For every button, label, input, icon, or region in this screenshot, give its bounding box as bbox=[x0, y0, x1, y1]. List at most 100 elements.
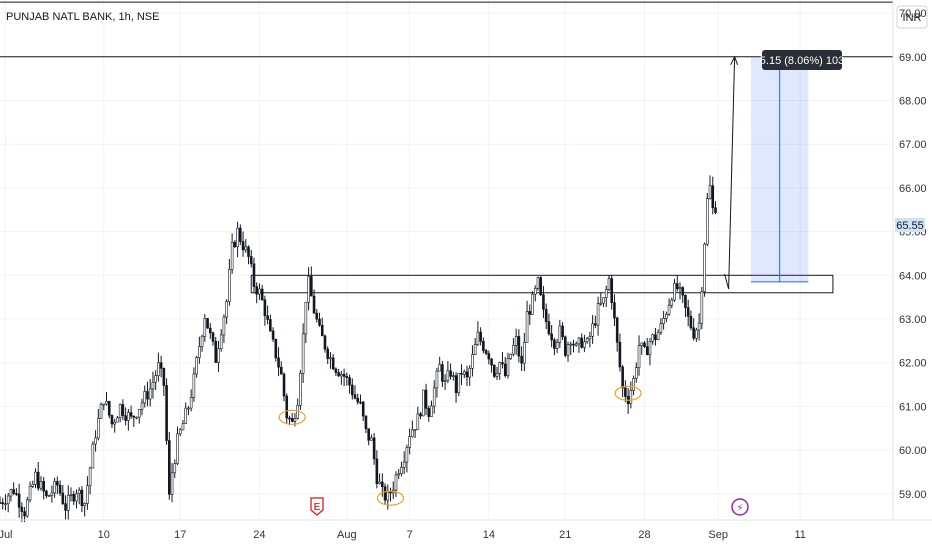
candle-body bbox=[107, 401, 111, 416]
candle-body bbox=[304, 301, 308, 335]
candle-body bbox=[550, 333, 553, 341]
candle-body bbox=[228, 269, 231, 302]
candle-body bbox=[239, 227, 242, 242]
candle-body bbox=[293, 418, 297, 422]
candle-body bbox=[506, 358, 510, 377]
candle-body bbox=[402, 461, 406, 468]
candle-body bbox=[509, 353, 512, 359]
candle-body bbox=[637, 345, 641, 369]
candle-body bbox=[596, 303, 600, 326]
candle-body bbox=[225, 301, 228, 318]
price-tick-label: 66.00 bbox=[899, 183, 927, 195]
candle-body bbox=[569, 343, 573, 346]
time-tick-label: Aug bbox=[337, 529, 357, 541]
candle-body bbox=[675, 283, 679, 290]
candle-body bbox=[28, 486, 32, 501]
candle-body bbox=[542, 294, 545, 310]
candle-body bbox=[438, 364, 441, 372]
earnings-icon[interactable]: E bbox=[310, 497, 324, 516]
candle-body bbox=[561, 325, 564, 338]
candle-body bbox=[269, 319, 272, 332]
candle-body bbox=[198, 346, 201, 358]
last-price-badge bbox=[895, 218, 925, 232]
candle-body bbox=[121, 404, 125, 416]
candle-body bbox=[214, 340, 218, 363]
dividend-icon[interactable]: ⚡ bbox=[731, 498, 749, 516]
candle-body bbox=[553, 339, 556, 349]
candle-body bbox=[170, 472, 174, 495]
candle-body bbox=[116, 417, 119, 423]
candle-body bbox=[9, 489, 13, 497]
time-tick-label: 11 bbox=[794, 529, 805, 541]
chart-title: PUNJAB NATL BANK, 1h, NSE bbox=[6, 11, 159, 23]
currency-button[interactable]: INR bbox=[903, 12, 922, 24]
candle-body bbox=[23, 511, 26, 517]
last-price-value: 65.55 bbox=[896, 220, 924, 232]
currency-button-frame[interactable] bbox=[896, 5, 928, 29]
candle-body bbox=[6, 495, 10, 505]
candle-body bbox=[66, 495, 70, 511]
candle-body bbox=[591, 323, 594, 337]
candle-body bbox=[0, 502, 2, 504]
candle-body bbox=[430, 405, 433, 417]
candle-body bbox=[468, 368, 472, 378]
candle-body bbox=[457, 372, 461, 394]
candle-body bbox=[708, 185, 712, 199]
candle-body bbox=[127, 412, 130, 421]
candle-body bbox=[531, 293, 534, 315]
candle-body bbox=[56, 481, 59, 486]
candle-body bbox=[705, 198, 709, 245]
candle-body bbox=[45, 490, 48, 497]
candle-body bbox=[86, 485, 89, 504]
candle-body bbox=[501, 362, 504, 365]
candle-body bbox=[331, 357, 335, 370]
candle-body bbox=[566, 344, 570, 356]
candle-body bbox=[512, 345, 515, 355]
candle-body bbox=[102, 403, 106, 406]
candle-body bbox=[192, 373, 196, 398]
candle-body bbox=[211, 332, 215, 342]
candle-body bbox=[583, 341, 586, 348]
candle-body bbox=[577, 337, 581, 345]
candle-body bbox=[397, 473, 401, 476]
candle-body bbox=[301, 333, 305, 374]
time-tick-label: 28 bbox=[638, 529, 650, 541]
candle-body bbox=[348, 377, 351, 386]
candle-body bbox=[307, 276, 310, 303]
candle-body bbox=[350, 384, 354, 396]
candle-body bbox=[651, 334, 654, 342]
candle-body bbox=[634, 367, 638, 379]
swing-low-marker bbox=[278, 409, 306, 425]
candle-body bbox=[64, 503, 67, 511]
candle-body bbox=[94, 437, 97, 445]
price-tick-label: 59.00 bbox=[899, 489, 927, 501]
candle-body bbox=[173, 463, 177, 474]
candle-body bbox=[520, 355, 523, 364]
price-axis[interactable]: 70.0069.0068.0067.0066.0065.0064.0063.00… bbox=[899, 8, 927, 501]
measure-label-box bbox=[762, 50, 842, 70]
candle-body bbox=[372, 437, 376, 460]
candle-body bbox=[80, 489, 84, 506]
candle-body bbox=[441, 364, 444, 382]
candle-body bbox=[299, 373, 302, 406]
candle-body bbox=[563, 336, 567, 356]
candle-body bbox=[274, 338, 278, 359]
time-axis[interactable]: Jul 10 17 24 Aug 7 14 21 28 Sep 11 bbox=[0, 529, 806, 541]
candle-body bbox=[1, 502, 5, 505]
price-tick-label: 70.00 bbox=[899, 8, 927, 20]
candle-body bbox=[654, 334, 657, 340]
candle-body bbox=[498, 362, 502, 374]
candle-body bbox=[61, 492, 65, 504]
candle-body bbox=[26, 499, 29, 517]
candle-body bbox=[39, 481, 43, 489]
dividend-icon-glyph: ⚡ bbox=[736, 503, 743, 514]
candle-body bbox=[665, 314, 668, 319]
candle-body bbox=[640, 342, 644, 346]
candle-body bbox=[375, 458, 379, 484]
candle-body bbox=[244, 246, 248, 251]
candle-body bbox=[200, 335, 204, 347]
swing-low-marker bbox=[614, 385, 642, 401]
candle-body bbox=[4, 503, 7, 506]
candle-body bbox=[219, 334, 223, 350]
